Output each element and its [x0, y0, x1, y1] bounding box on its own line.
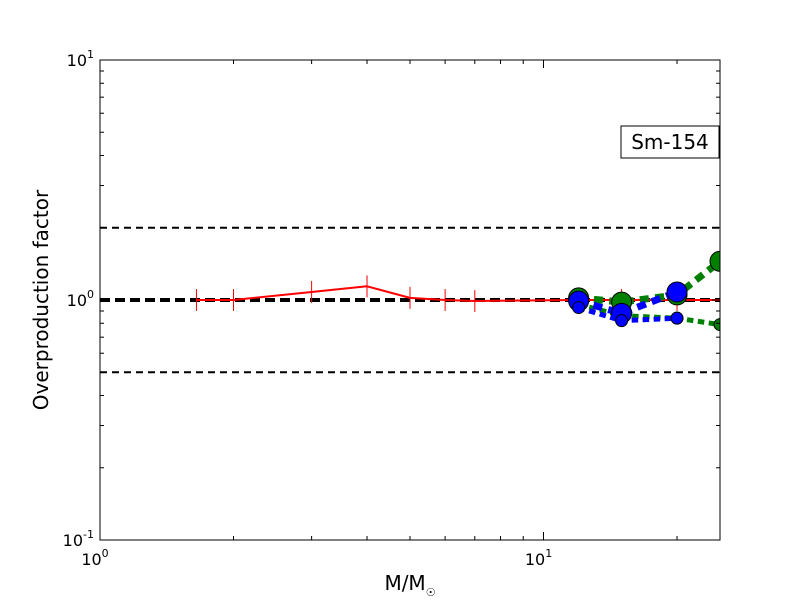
- annotation-box: Sm-154: [620, 125, 720, 159]
- x-axis-label: M/M☉: [384, 571, 435, 599]
- x-tick-label-1: 101: [525, 547, 552, 569]
- series-4-point-2: [670, 311, 684, 325]
- series-3-line: [577, 288, 679, 317]
- y-axis-label: Overproduction factor: [29, 189, 53, 410]
- sun-symbol: ☉: [426, 586, 436, 599]
- series-4: [572, 301, 684, 328]
- y-tick-label-exp-1: 0: [87, 288, 94, 301]
- series-1-line: [578, 258, 720, 306]
- x-tick-label-0: 100: [81, 547, 108, 569]
- x-tick-label-exp-1: 1: [545, 547, 552, 560]
- y-tick-label-exp-2: 1: [87, 48, 94, 61]
- series-1-point-3: [709, 250, 720, 272]
- series-2-point-3: [713, 318, 720, 332]
- x-tick-label-base-0: 10: [81, 550, 101, 569]
- series-layer: [195, 250, 720, 332]
- y-tick-label-base-1: 10: [67, 291, 87, 310]
- y-tick-label-2: 101: [67, 48, 94, 70]
- y-tick-label-exp-0: -1: [83, 528, 94, 541]
- y-tick-label-1: 100: [67, 288, 94, 310]
- y-tick-label-base-0: 10: [63, 531, 83, 550]
- series-4-point-1: [615, 314, 629, 328]
- plot-frame: [99, 59, 721, 541]
- series-4-point-0: [572, 301, 586, 315]
- x-tick-label-exp-0: 0: [102, 547, 109, 560]
- y-tick-label-0: 10-1: [63, 528, 94, 550]
- series-3-point-2: [666, 281, 688, 303]
- x-tick-label-base-1: 10: [525, 550, 545, 569]
- annotation-label: Sm-154: [631, 130, 709, 154]
- annotation-frame: [620, 125, 720, 159]
- y-tick-label-base-2: 10: [67, 51, 87, 70]
- x-axis-label-text: M/M: [384, 571, 425, 595]
